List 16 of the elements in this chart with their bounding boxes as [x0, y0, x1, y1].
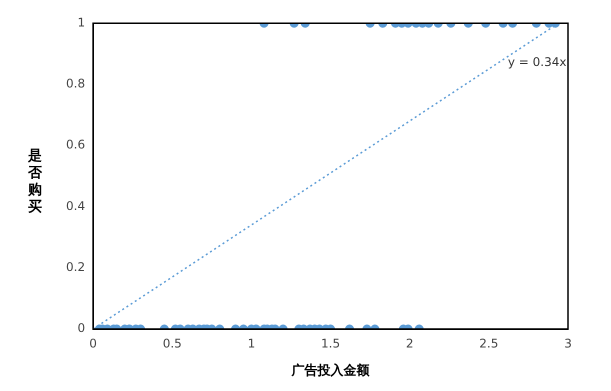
y-tick-label: 0.8 [66, 76, 86, 90]
x-tick-label: 2.5 [479, 336, 498, 350]
y-tick-label: 1 [77, 15, 86, 30]
x-tick-label: 1.5 [320, 336, 340, 350]
annotation: y = 0.34x [508, 55, 566, 70]
y-tick-label: 0 [77, 321, 86, 336]
x-tick-label: 0 [89, 336, 97, 350]
x-tick-label: 1 [248, 336, 256, 350]
x-tick-label: 2 [406, 336, 414, 350]
x-tick-label: 3 [564, 336, 572, 350]
x-tick-label: 0.5 [162, 336, 182, 350]
y-tick-label: 0.6 [66, 138, 86, 152]
y-tick-label: 0.4 [66, 198, 86, 213]
y-axis-title: 是否购买 [28, 148, 43, 216]
y-tick-label: 0.2 [66, 260, 86, 274]
x-axis-title: 广告投入金额 [290, 362, 371, 379]
